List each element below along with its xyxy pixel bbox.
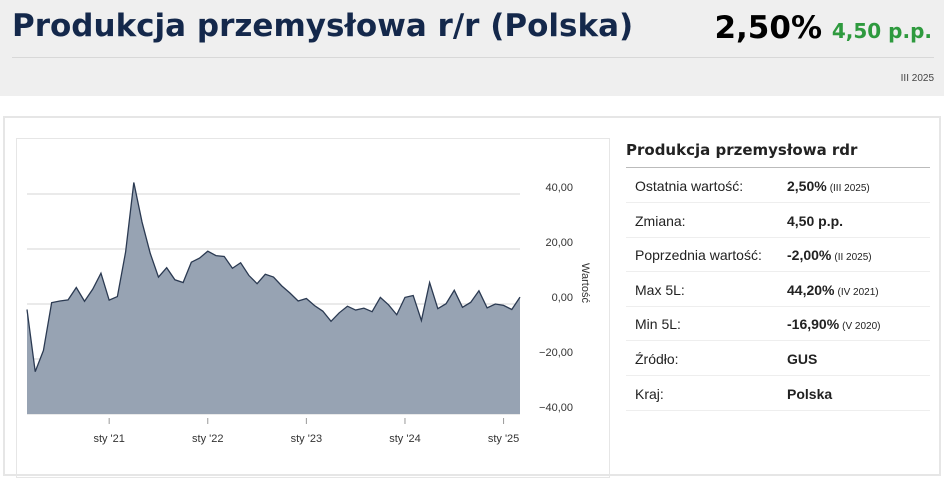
stats-row: Min 5L: -16,90% (V 2020) [626,306,930,342]
stat-value: 44,20% (IV 2021) [787,282,879,298]
stat-label: Kraj: [635,385,664,402]
y-axis-label: Wartość [579,263,591,303]
stat-label: Ostatnia wartość: [635,178,744,194]
line [26,182,521,372]
stat-value-text: GUS [787,351,818,367]
stat-value-text: Polska [787,385,833,402]
stat-value: -2,00% (II 2025) [787,247,872,263]
x-tick-label: sty '25 [488,433,519,445]
change-value: 4,50 p.p. [831,19,932,43]
stat-note: (II 2025) [834,252,872,264]
y-tick-label: −40,00 [539,402,573,414]
stats-row: Zmiana: 4,50 p.p. [626,203,930,238]
stat-value: GUS [787,351,817,367]
stat-value: -16,90% (V 2020) [787,316,881,332]
area [27,182,520,414]
stat-label: Poprzednia wartość: [635,247,762,264]
stat-value-text: -2,00% [787,247,832,264]
stat-value: 2,50% (III 2025) [787,178,870,194]
stat-label: Min 5L: [635,316,681,333]
stat-value-text: 4,50 p.p. [787,212,844,229]
chart: 40,00 20,00 0,00 −20,00 −40,00 Wartość sty '21… [26,182,591,445]
stats-row: Kraj: Polska [626,376,930,411]
y-tick-label: 40,00 [545,182,573,194]
stat-note: (IV 2021) [837,286,879,298]
stats-row: Max 5L: 44,20% (IV 2021) [626,272,930,307]
current-value: 2,50% [714,10,822,46]
x-tick-label: sty '24 [389,433,420,445]
stat-value-text: 2,50% [787,178,827,194]
y-tick-label: 0,00 [552,292,573,304]
stat-value-text: 44,20% [787,281,835,298]
period: III 2025 [900,73,934,84]
x-tick-label: sty '22 [192,433,223,445]
stat-value-text: -16,90% [787,316,840,333]
stat-value: 4,50 p.p. [787,213,843,229]
stat-label: Max 5L: [635,281,685,298]
stat-note: (III 2025) [829,183,870,194]
stat-label: Źródło: [635,351,679,367]
x-tick-label: sty '23 [291,433,322,445]
divider [12,57,934,58]
divider [626,167,930,168]
stat-value: Polska [787,386,832,402]
stats-row: Źródło: GUS [626,341,930,376]
panel-title: Produkcja przemysłowa rdr [626,141,858,159]
x-tick-label: sty '21 [93,433,124,445]
stat-label: Zmiana: [635,212,686,229]
stats-row: Ostatnia wartość: 2,50% (III 2025) [626,168,930,203]
stats-row: Poprzednia wartość: -2,00% (II 2025) [626,237,930,273]
y-tick-label: −20,00 [539,347,573,359]
header: Produkcja przemysłowa r/r (Polska) 2,50%… [0,0,944,96]
stat-note: (V 2020) [842,321,881,333]
y-tick-label: 20,00 [545,237,573,249]
page-title: Produkcja przemysłowa r/r (Polska) [12,8,634,44]
